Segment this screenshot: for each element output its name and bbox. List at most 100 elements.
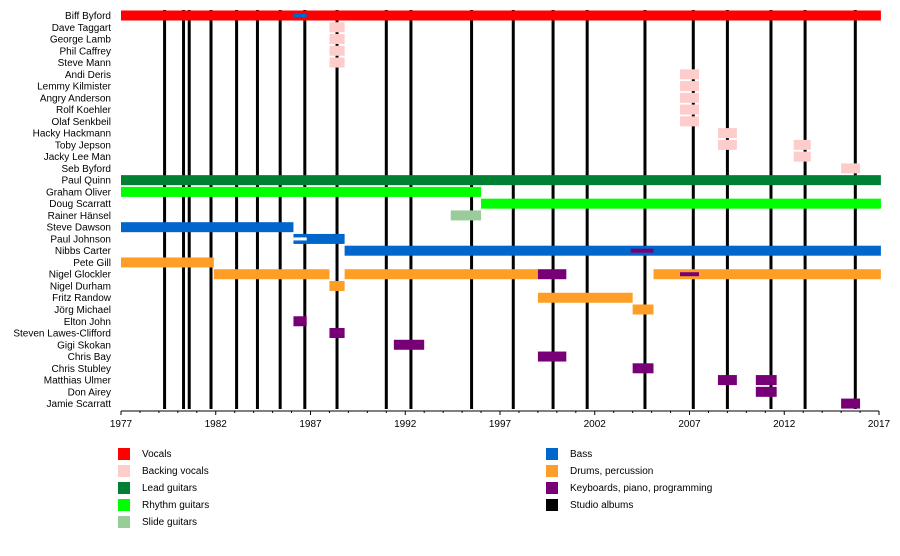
legend-swatch xyxy=(118,465,130,477)
member-bar-drums xyxy=(653,269,881,280)
member-bar-keys xyxy=(537,351,567,362)
member-label: Lemmy Kilmister xyxy=(37,82,112,93)
member-bar-rhythm xyxy=(121,186,482,197)
x-axis: 1977 1982 1987 1992 1997 2002 2007 2012 2017 xyxy=(110,410,891,430)
member-label: Doug Scarratt xyxy=(49,199,111,210)
studio-album-line xyxy=(163,10,167,409)
member-label: Andi Deris xyxy=(65,70,111,81)
legend-label: Lead guitars xyxy=(142,483,198,494)
studio-album-line xyxy=(551,10,555,409)
member-bar-keys xyxy=(393,339,425,350)
member-bars xyxy=(121,10,881,409)
x-tick-label: 1982 xyxy=(205,419,228,430)
studio-album-line xyxy=(409,10,413,409)
studio-album-line xyxy=(769,10,773,409)
member-bar-vocals xyxy=(121,10,881,21)
x-tick-label: 2017 xyxy=(868,419,891,430)
member-bar-keys xyxy=(293,316,307,327)
legend-swatch xyxy=(118,516,130,528)
legend-swatch xyxy=(546,482,558,494)
member-label: Jörg Michael xyxy=(54,305,111,316)
member-label: Chris Bay xyxy=(68,352,111,363)
member-bar-backing xyxy=(680,104,699,115)
legend-label: Slide guitars xyxy=(142,517,198,528)
member-bar-backing xyxy=(680,81,699,92)
member-label: Steve Mann xyxy=(58,58,111,69)
studio-album-line xyxy=(209,10,213,409)
member-bar-drums xyxy=(121,257,214,268)
studio-album-line xyxy=(187,10,191,409)
member-label: Nibbs Carter xyxy=(55,246,112,257)
studio-album-line xyxy=(511,10,515,409)
x-tick-label: 2012 xyxy=(773,419,796,430)
member-label: Pete Gill xyxy=(73,258,111,269)
studio-album-line xyxy=(384,10,388,409)
legend-label: Vocals xyxy=(142,449,172,460)
member-label: Rainer Hänsel xyxy=(48,211,111,222)
member-bar-lead xyxy=(121,175,881,186)
legend-label: Drums, percussion xyxy=(570,466,654,477)
member-overlay-keys xyxy=(630,248,654,253)
member-bar-bass xyxy=(293,233,345,244)
member-stripe xyxy=(293,237,307,241)
member-bar-keys xyxy=(755,375,777,386)
x-tick-label: 1987 xyxy=(299,419,322,430)
member-bar-slide xyxy=(450,210,482,221)
member-bar-drums xyxy=(632,304,654,315)
x-tick-label: 1977 xyxy=(110,419,133,430)
member-bar-keys xyxy=(841,398,861,409)
legend-label: Backing vocals xyxy=(142,466,209,477)
x-tick-label: 2002 xyxy=(584,419,607,430)
x-tick-label: 2007 xyxy=(678,419,701,430)
member-label: Nigel Durham xyxy=(50,281,111,292)
member-bar-backing xyxy=(680,69,699,80)
member-label: Angry Anderson xyxy=(40,93,111,104)
member-bar-backing xyxy=(717,139,737,150)
member-bar-drums xyxy=(344,269,538,280)
member-label: Phil Caffrey xyxy=(59,46,111,57)
studio-album-line xyxy=(470,10,474,409)
legend-swatch xyxy=(118,499,130,511)
member-bar-keys xyxy=(329,328,345,339)
member-label: Paul Quinn xyxy=(62,176,111,187)
member-bar-keys xyxy=(755,386,777,397)
studio-album-line xyxy=(335,10,339,409)
member-label: Olaf Senkbeil xyxy=(52,117,111,128)
member-bar-backing xyxy=(841,163,861,174)
studio-album-line xyxy=(182,10,186,409)
member-label: Steve Dawson xyxy=(47,223,111,234)
member-bar-backing xyxy=(329,22,345,33)
member-bar-backing xyxy=(680,92,699,103)
legend-label: Keyboards, piano, programming xyxy=(570,483,713,494)
studio-album-lines xyxy=(163,10,857,409)
member-label: Nigel Glockler xyxy=(49,270,112,281)
x-tick-label: 1997 xyxy=(489,419,512,430)
member-label: Matthias Ulmer xyxy=(44,376,112,387)
legend-swatch xyxy=(546,448,558,460)
member-label: Seb Byford xyxy=(62,164,111,175)
member-label: Hacky Hackmann xyxy=(33,129,111,140)
studio-album-line xyxy=(585,10,589,409)
legend-swatch xyxy=(118,448,130,460)
member-bar-drums xyxy=(213,269,330,280)
member-label: Toby Jepson xyxy=(55,140,111,151)
member-bar-bass xyxy=(121,222,294,233)
legend-label: Rhythm guitars xyxy=(142,500,210,511)
studio-album-line xyxy=(725,10,729,409)
studio-album-line xyxy=(278,10,282,409)
member-bar-backing xyxy=(793,139,811,150)
member-label: Jamie Scarratt xyxy=(47,399,112,410)
member-label: Jacky Lee Man xyxy=(44,152,111,163)
member-bar-keys xyxy=(717,375,737,386)
member-label: Elton John xyxy=(64,317,111,328)
member-label: Dave Taggart xyxy=(52,23,112,34)
member-label: Biff Byford xyxy=(65,11,111,22)
member-bar-rhythm xyxy=(481,198,881,209)
x-tick-label: 1992 xyxy=(394,419,417,430)
studio-album-line xyxy=(691,10,695,409)
member-bar-drums xyxy=(537,292,633,303)
legend-swatch xyxy=(546,499,558,511)
member-label: George Lamb xyxy=(50,35,112,46)
